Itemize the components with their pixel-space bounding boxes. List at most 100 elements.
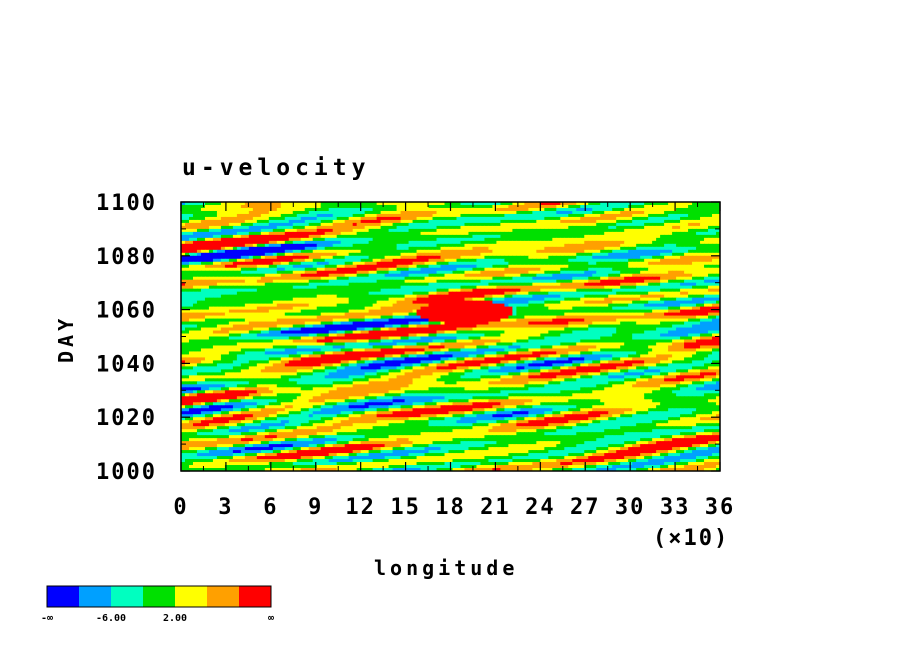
heatmap-cell (476, 270, 481, 275)
heatmap-cell (252, 255, 258, 260)
heatmap-cell (476, 261, 481, 266)
heatmap-cell (564, 240, 569, 245)
heatmap-cell (568, 216, 573, 221)
heatmap-cell (340, 297, 346, 302)
heatmap-cell (400, 291, 406, 296)
heatmap-cell (624, 294, 629, 299)
heatmap-cell (588, 234, 593, 239)
heatmap-cell (300, 219, 306, 224)
heatmap-cell (404, 231, 410, 236)
heatmap-cell (408, 264, 414, 269)
heatmap-cell (244, 294, 250, 299)
heatmap-cell (680, 258, 685, 263)
heatmap-cell (572, 267, 577, 272)
heatmap-cell (316, 294, 322, 299)
heatmap-cell (596, 210, 601, 215)
heatmap-cell (444, 306, 449, 311)
heatmap-cell (316, 210, 322, 215)
heatmap-cell (516, 255, 521, 260)
heatmap-cell (420, 237, 426, 242)
heatmap-cell (256, 297, 262, 302)
heatmap-cell (680, 270, 685, 275)
heatmap-cell (316, 291, 322, 296)
heatmap-cell (372, 252, 378, 257)
heatmap-cell (432, 285, 438, 290)
heatmap-cell (388, 252, 394, 257)
heatmap-cell (316, 231, 322, 236)
heatmap-cell (372, 210, 378, 215)
heatmap-cell (672, 264, 677, 269)
heatmap-cell (688, 270, 693, 275)
heatmap-cell (264, 261, 270, 266)
heatmap-cell (480, 282, 485, 287)
heatmap-cell (412, 288, 418, 293)
heatmap-cell (244, 270, 250, 275)
heatmap-cell (500, 243, 505, 248)
heatmap-cell (196, 267, 202, 272)
heatmap-cell (300, 216, 306, 221)
heatmap-cell (620, 261, 625, 266)
heatmap-cell (500, 276, 505, 281)
heatmap-cell (612, 276, 617, 281)
heatmap-cell (308, 306, 314, 311)
heatmap-cell (436, 249, 442, 254)
heatmap-cell (204, 210, 210, 215)
heatmap-cell (432, 300, 438, 305)
heatmap-cell (364, 303, 370, 308)
heatmap-cell (216, 303, 222, 308)
heatmap-cell (480, 273, 485, 278)
heatmap-cell (528, 261, 533, 266)
heatmap-cell (440, 255, 446, 260)
heatmap-cell (380, 228, 386, 233)
heatmap-cell (380, 246, 386, 251)
heatmap-cell (624, 210, 629, 215)
heatmap-cell (620, 240, 625, 245)
heatmap-cell (568, 279, 573, 284)
heatmap-cell (280, 219, 286, 224)
heatmap-cell (196, 303, 202, 308)
heatmap-cell (632, 309, 637, 314)
heatmap-cell (608, 291, 613, 296)
heatmap-cell (600, 249, 605, 254)
heatmap-cell (596, 204, 601, 209)
heatmap-cell (588, 252, 593, 257)
heatmap-cell (188, 276, 194, 281)
heatmap-cell (500, 202, 505, 206)
heatmap-cell (316, 204, 322, 209)
heatmap-cell (236, 207, 242, 212)
heatmap-cell (604, 258, 609, 263)
heatmap-cell (476, 243, 481, 248)
heatmap-cell (344, 303, 350, 308)
heatmap-cell (656, 285, 661, 290)
heatmap-cell (388, 294, 394, 299)
heatmap-cell (700, 249, 705, 254)
heatmap-cell (224, 267, 230, 272)
heatmap-cell (516, 270, 521, 275)
heatmap-cell (504, 276, 509, 281)
heatmap-cell (476, 273, 481, 278)
heatmap-cell (428, 204, 434, 209)
heatmap-cell (716, 264, 721, 269)
heatmap-cell (332, 222, 338, 227)
heatmap-cell (708, 282, 713, 287)
heatmap-cell (652, 270, 657, 275)
heatmap-cell (464, 234, 469, 239)
heatmap-cell (644, 213, 649, 218)
heatmap-cell (708, 219, 713, 224)
heatmap-cell (304, 303, 310, 308)
heatmap-cell (264, 300, 270, 305)
heatmap-cell (676, 237, 681, 242)
heatmap-cell (448, 210, 453, 215)
heatmap-cell (536, 270, 541, 275)
heatmap-cell (456, 285, 461, 290)
heatmap-cell (284, 294, 290, 299)
heatmap-cell (392, 282, 398, 287)
heatmap-cell (544, 246, 549, 251)
heatmap-cell (616, 258, 621, 263)
heatmap-cell (588, 228, 593, 233)
heatmap-cell (708, 285, 713, 290)
heatmap-cell (672, 276, 677, 281)
heatmap-cell (184, 309, 190, 314)
heatmap-cell (360, 285, 366, 290)
heatmap-cell (380, 288, 386, 293)
